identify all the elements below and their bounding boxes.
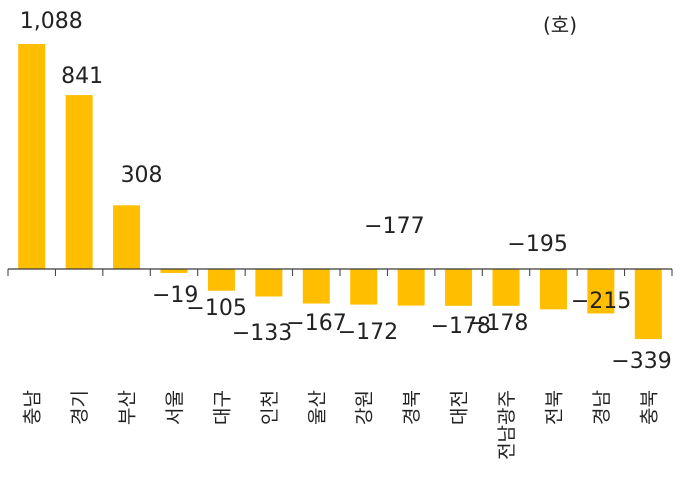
value-label: 1,088 (20, 9, 83, 34)
value-label: −105 (186, 296, 246, 321)
category-label: 경북 (401, 390, 423, 425)
category-label: 강원 (354, 390, 376, 425)
bar-울산 (302, 269, 330, 304)
bar-부산 (113, 205, 141, 269)
category-label: 인천 (259, 390, 281, 425)
bars-group (18, 44, 662, 340)
unit-label: (호) (543, 13, 577, 37)
value-labels-group: 1,088841308−19−105−133−167−172−177−178−1… (20, 9, 672, 374)
x-axis-ticks (7, 269, 673, 276)
value-label: 841 (61, 64, 103, 89)
bar-전북 (539, 269, 567, 310)
bar-충남 (18, 44, 46, 269)
bar-경남 (587, 269, 615, 314)
bar-서울 (160, 269, 188, 273)
category-label: 서울 (164, 390, 186, 425)
value-label: −172 (338, 320, 398, 345)
category-label: 대전 (449, 390, 471, 425)
category-label: 전남광주 (496, 390, 518, 460)
category-label: 경기 (69, 390, 91, 425)
value-label: −19 (152, 283, 198, 308)
value-label: −133 (232, 321, 292, 346)
value-label: −339 (611, 349, 671, 374)
value-label: −178 (431, 314, 491, 339)
value-label: −178 (468, 311, 528, 336)
bar-인천 (255, 269, 283, 297)
value-label: −215 (571, 289, 631, 314)
category-label: 경남 (591, 390, 613, 425)
value-label: −195 (507, 232, 567, 257)
value-label: −177 (364, 214, 424, 239)
bar-경북 (397, 269, 425, 306)
category-label: 전북 (543, 390, 565, 425)
bar-대전 (445, 269, 473, 306)
category-labels-group: 충남 경기 부산 서울 대구 인천 울산 강원 경북 대전 전남광주 전북 경남 충북 (22, 390, 661, 460)
category-label: 충북 (638, 390, 660, 425)
value-label: 308 (121, 163, 163, 188)
category-label: 충남 (22, 390, 44, 425)
category-label: 대구 (211, 390, 233, 425)
bar-전남광주 (492, 269, 520, 306)
bar-강원 (350, 269, 378, 305)
bar-경기 (65, 95, 93, 270)
category-label: 울산 (306, 390, 328, 425)
bar-대구 (207, 269, 235, 291)
category-label: 부산 (117, 390, 139, 425)
bar-충북 (634, 269, 662, 340)
value-label: −167 (286, 311, 346, 336)
